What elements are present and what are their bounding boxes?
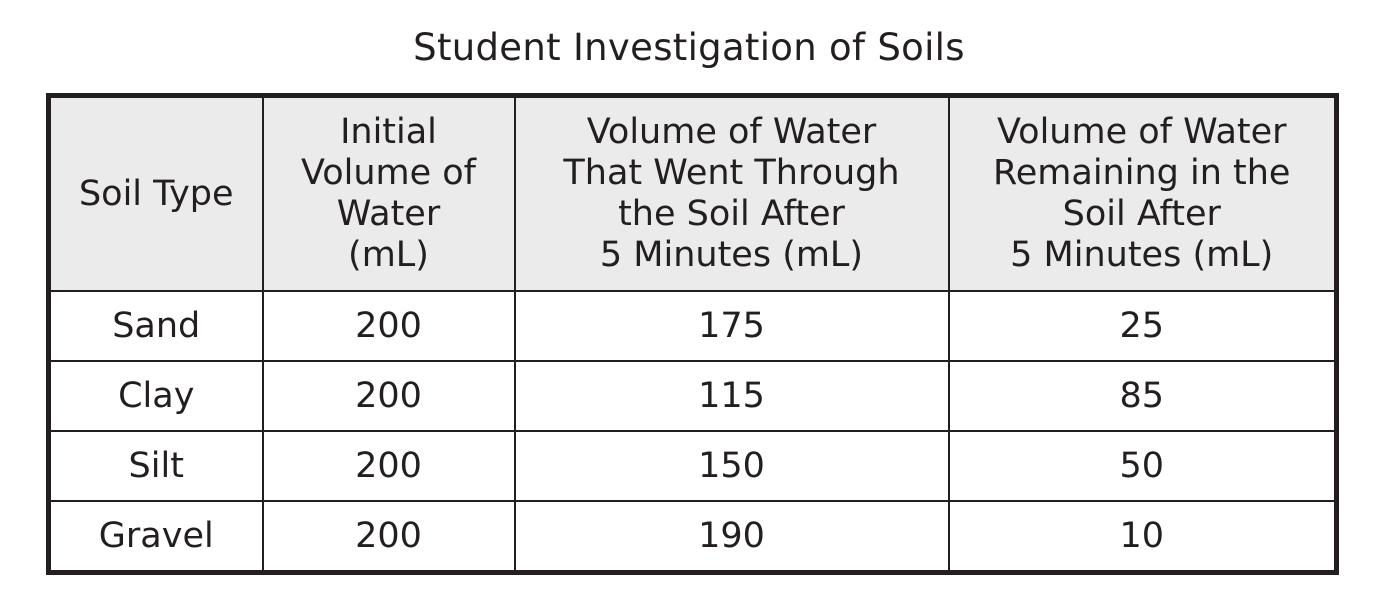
table-row: Sand 200 175 25 (47, 290, 1338, 362)
cell-initial-volume: 200 (261, 360, 516, 432)
cell-initial-volume: 200 (261, 430, 516, 502)
cell-volume-through: 190 (513, 500, 950, 574)
cell-volume-remaining: 25 (947, 290, 1338, 362)
header-volume-through: Volume of Water That Went Through the So… (513, 94, 950, 292)
cell-soil-type: Gravel (47, 500, 264, 574)
cell-soil-type: Silt (47, 430, 264, 502)
table-title: Student Investigation of Soils (413, 26, 965, 69)
cell-initial-volume: 200 (261, 500, 516, 574)
table-row: Clay 200 115 85 (47, 360, 1338, 432)
header-row: Soil Type Initial Volume of Water (mL) V… (47, 94, 1338, 292)
table-row: Silt 200 150 50 (47, 430, 1338, 502)
cell-volume-through: 150 (513, 430, 950, 502)
cell-soil-type: Clay (47, 360, 264, 432)
cell-initial-volume: 200 (261, 290, 516, 362)
cell-soil-type: Sand (47, 290, 264, 362)
header-soil-type: Soil Type (47, 94, 264, 292)
cell-volume-remaining: 85 (947, 360, 1338, 432)
cell-volume-through: 115 (513, 360, 950, 432)
cell-volume-through: 175 (513, 290, 950, 362)
header-initial-volume: Initial Volume of Water (mL) (261, 94, 516, 292)
soil-investigation-table: Soil Type Initial Volume of Water (mL) V… (46, 93, 1339, 575)
table-row: Gravel 200 190 10 (47, 500, 1338, 574)
cell-volume-remaining: 50 (947, 430, 1338, 502)
cell-volume-remaining: 10 (947, 500, 1338, 574)
header-volume-remaining: Volume of Water Remaining in the Soil Af… (947, 94, 1338, 292)
